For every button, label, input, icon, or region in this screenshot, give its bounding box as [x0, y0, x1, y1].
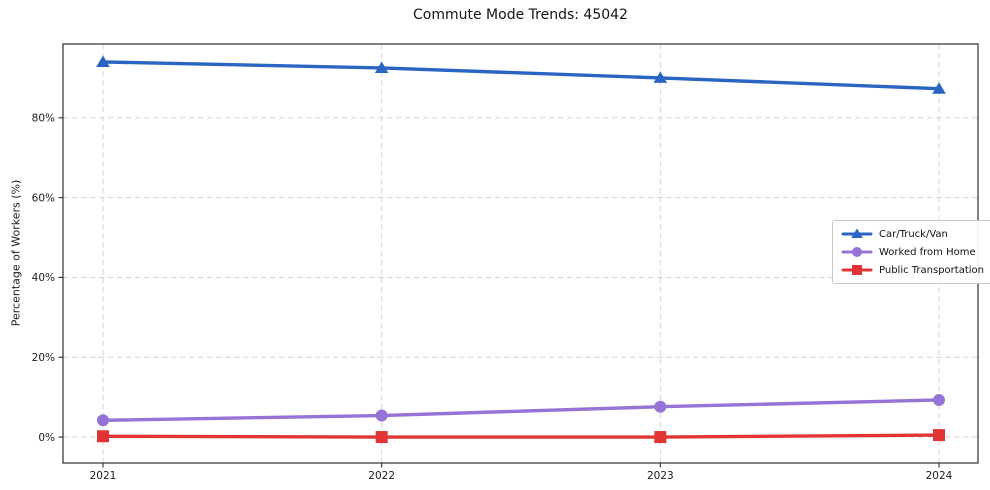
x-tick-label: 2021: [90, 470, 117, 482]
series-public-transportation: [97, 429, 945, 444]
series-line: [101, 60, 941, 91]
series-car-truck-van: [96, 55, 946, 94]
data-point-marker: [375, 431, 388, 444]
y-tick-label: 60%: [32, 192, 55, 204]
series-worked-from-home: [97, 393, 945, 427]
data-point-marker: [933, 393, 945, 406]
data-point-marker: [96, 55, 110, 67]
data-point-marker: [654, 400, 667, 413]
data-point-marker: [851, 228, 863, 238]
chart-title: Commute Mode Trends: 45042: [413, 7, 628, 23]
data-point-marker: [653, 71, 668, 83]
x-tick-label: 2022: [368, 470, 395, 482]
data-point-marker: [933, 429, 945, 442]
legend: Car/Truck/Van Worked from Home Public Tran…: [832, 220, 990, 284]
legend-swatch: [841, 265, 873, 275]
legend-label: Car/Truck/Van: [879, 228, 948, 240]
legend-swatch: [841, 228, 873, 238]
legend-label: Public Transportation: [879, 264, 984, 276]
data-point-marker: [375, 409, 388, 422]
legend-item: Public Transportation: [841, 261, 984, 279]
x-tick-label: 2023: [647, 470, 674, 482]
data-point-marker: [97, 414, 109, 427]
data-point-marker: [932, 82, 946, 94]
legend-item: Worked from Home: [841, 243, 984, 261]
y-tick-label: 20%: [32, 352, 55, 364]
data-point-marker: [852, 265, 862, 275]
data-point-marker: [97, 430, 109, 443]
data-point-marker: [852, 247, 862, 257]
series-line: [101, 398, 941, 423]
legend-label: Worked from Home: [879, 246, 976, 258]
x-tick-label: 2024: [926, 470, 953, 482]
y-tick-label: 80%: [32, 113, 55, 125]
legend-item: Car/Truck/Van: [841, 225, 984, 243]
data-point-marker: [654, 431, 667, 444]
legend-swatch: [841, 247, 873, 257]
y-tick-label: 0%: [38, 432, 55, 444]
series-line: [101, 433, 941, 439]
y-tick-label: 40%: [32, 272, 55, 284]
data-point-marker: [374, 61, 389, 73]
